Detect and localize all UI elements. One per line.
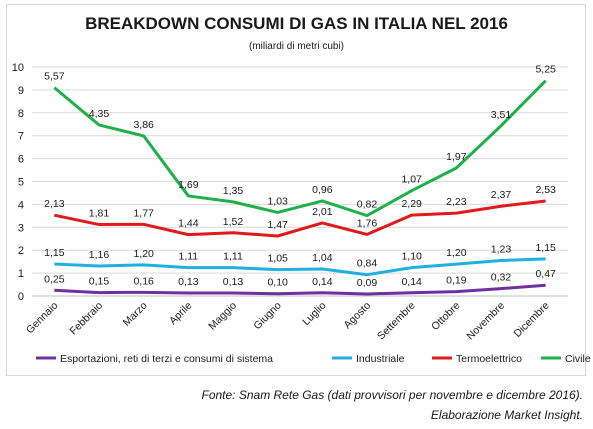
data-label: 1,35 <box>223 185 244 197</box>
data-label: 5,57 <box>44 71 65 83</box>
legend-label: Esportazioni, reti di terzi e consumi di… <box>60 353 273 365</box>
data-label: 2,13 <box>44 198 65 210</box>
x-tick-label: Settembre <box>375 300 418 343</box>
data-label: 0,96 <box>312 184 333 196</box>
data-label: 1,76 <box>357 217 378 229</box>
data-label: 1,15 <box>44 247 65 259</box>
data-label: 1,10 <box>401 251 422 263</box>
data-label: 1,20 <box>446 247 467 259</box>
data-label: 1,69 <box>178 179 199 191</box>
data-label: 1,97 <box>446 151 467 163</box>
data-label: 3,86 <box>133 119 154 131</box>
data-label: 2,23 <box>446 196 467 208</box>
data-label: 1,81 <box>89 208 110 220</box>
legend-label: Industriale <box>356 353 405 365</box>
x-tick-label: Dicembre <box>512 300 552 340</box>
series-line-4 <box>53 79 547 218</box>
legend-label: Termoelettrico <box>456 353 522 365</box>
x-tick-label: Ottobre <box>429 300 462 333</box>
data-label: 1,04 <box>312 252 333 264</box>
x-tick-label: Agosto <box>342 300 374 332</box>
data-label: 1,15 <box>535 242 556 254</box>
y-tick-label: 3 <box>18 222 24 234</box>
y-tick-label: 7 <box>18 131 24 143</box>
data-label: 1,52 <box>223 216 244 228</box>
x-tick-label: Maggio <box>206 300 239 333</box>
data-label: 1,44 <box>178 218 199 230</box>
data-label: 1,05 <box>267 253 288 265</box>
data-label: 1,16 <box>89 249 110 261</box>
y-tick-label: 10 <box>12 62 24 74</box>
x-tick-label: Marzo <box>121 300 150 329</box>
chart-title: BREAKDOWN CONSUMI DI GAS IN ITALIA NEL 2… <box>85 14 508 33</box>
chart-subtitle: (miliardi di metri cubi) <box>248 41 344 52</box>
y-tick-label: 6 <box>18 154 24 166</box>
data-label: 0,16 <box>133 275 154 287</box>
data-label: 0,13 <box>178 276 199 288</box>
data-label: 0,47 <box>535 268 556 280</box>
legend-label: Civile <box>565 353 591 365</box>
data-label: 5,25 <box>535 64 556 76</box>
data-label: 2,37 <box>491 189 512 201</box>
credit-note: Elaborazione Market Insight. <box>430 408 583 422</box>
x-tick-label: Gennaio <box>24 300 61 337</box>
data-label: 0,15 <box>89 276 110 288</box>
data-label: 1,03 <box>267 195 288 207</box>
data-label: 1,07 <box>401 174 422 186</box>
data-label: 0,32 <box>491 272 512 284</box>
series-line-3 <box>54 199 546 238</box>
data-label: 0,13 <box>223 276 244 288</box>
y-tick-label: 5 <box>18 177 24 189</box>
data-label: 1,20 <box>133 248 154 260</box>
data-label: 4,35 <box>89 108 110 120</box>
x-tick-label: Novembre <box>464 300 507 343</box>
y-tick-label: 2 <box>18 245 24 257</box>
series-line-2 <box>54 257 546 277</box>
data-label: 0,25 <box>44 273 65 285</box>
y-tick-label: 4 <box>18 199 24 211</box>
x-tick-label: Luglio <box>300 300 328 328</box>
data-label: 1,11 <box>223 251 243 263</box>
y-tick-label: 9 <box>18 85 24 97</box>
data-label: 2,29 <box>401 198 422 210</box>
chart-frame <box>6 4 586 376</box>
data-label: 2,53 <box>535 184 556 196</box>
data-label: 0,19 <box>446 275 467 287</box>
y-tick-label: 1 <box>18 268 24 280</box>
x-tick-label: Giugno <box>251 300 284 333</box>
data-label: 0,09 <box>357 277 378 289</box>
data-label: 3,51 <box>491 109 512 121</box>
data-label: 1,23 <box>491 244 512 256</box>
series-line-1 <box>54 283 546 296</box>
data-label: 0,84 <box>357 258 378 270</box>
source-note: Fonte: Snam Rete Gas (dati provvisori pe… <box>201 388 583 402</box>
data-label: 1,11 <box>178 251 198 263</box>
data-label: 0,82 <box>357 199 378 211</box>
data-label: 1,47 <box>267 219 288 231</box>
data-label: 2,01 <box>312 206 333 218</box>
data-label: 1,77 <box>133 207 154 219</box>
x-tick-label: Febbraio <box>67 300 105 338</box>
data-label: 0,14 <box>312 276 333 288</box>
data-label: 0,14 <box>401 276 422 288</box>
y-tick-label: 0 <box>18 291 24 303</box>
x-tick-label: Aprile <box>167 300 195 328</box>
y-tick-label: 8 <box>18 108 24 120</box>
data-label: 0,10 <box>267 277 288 289</box>
